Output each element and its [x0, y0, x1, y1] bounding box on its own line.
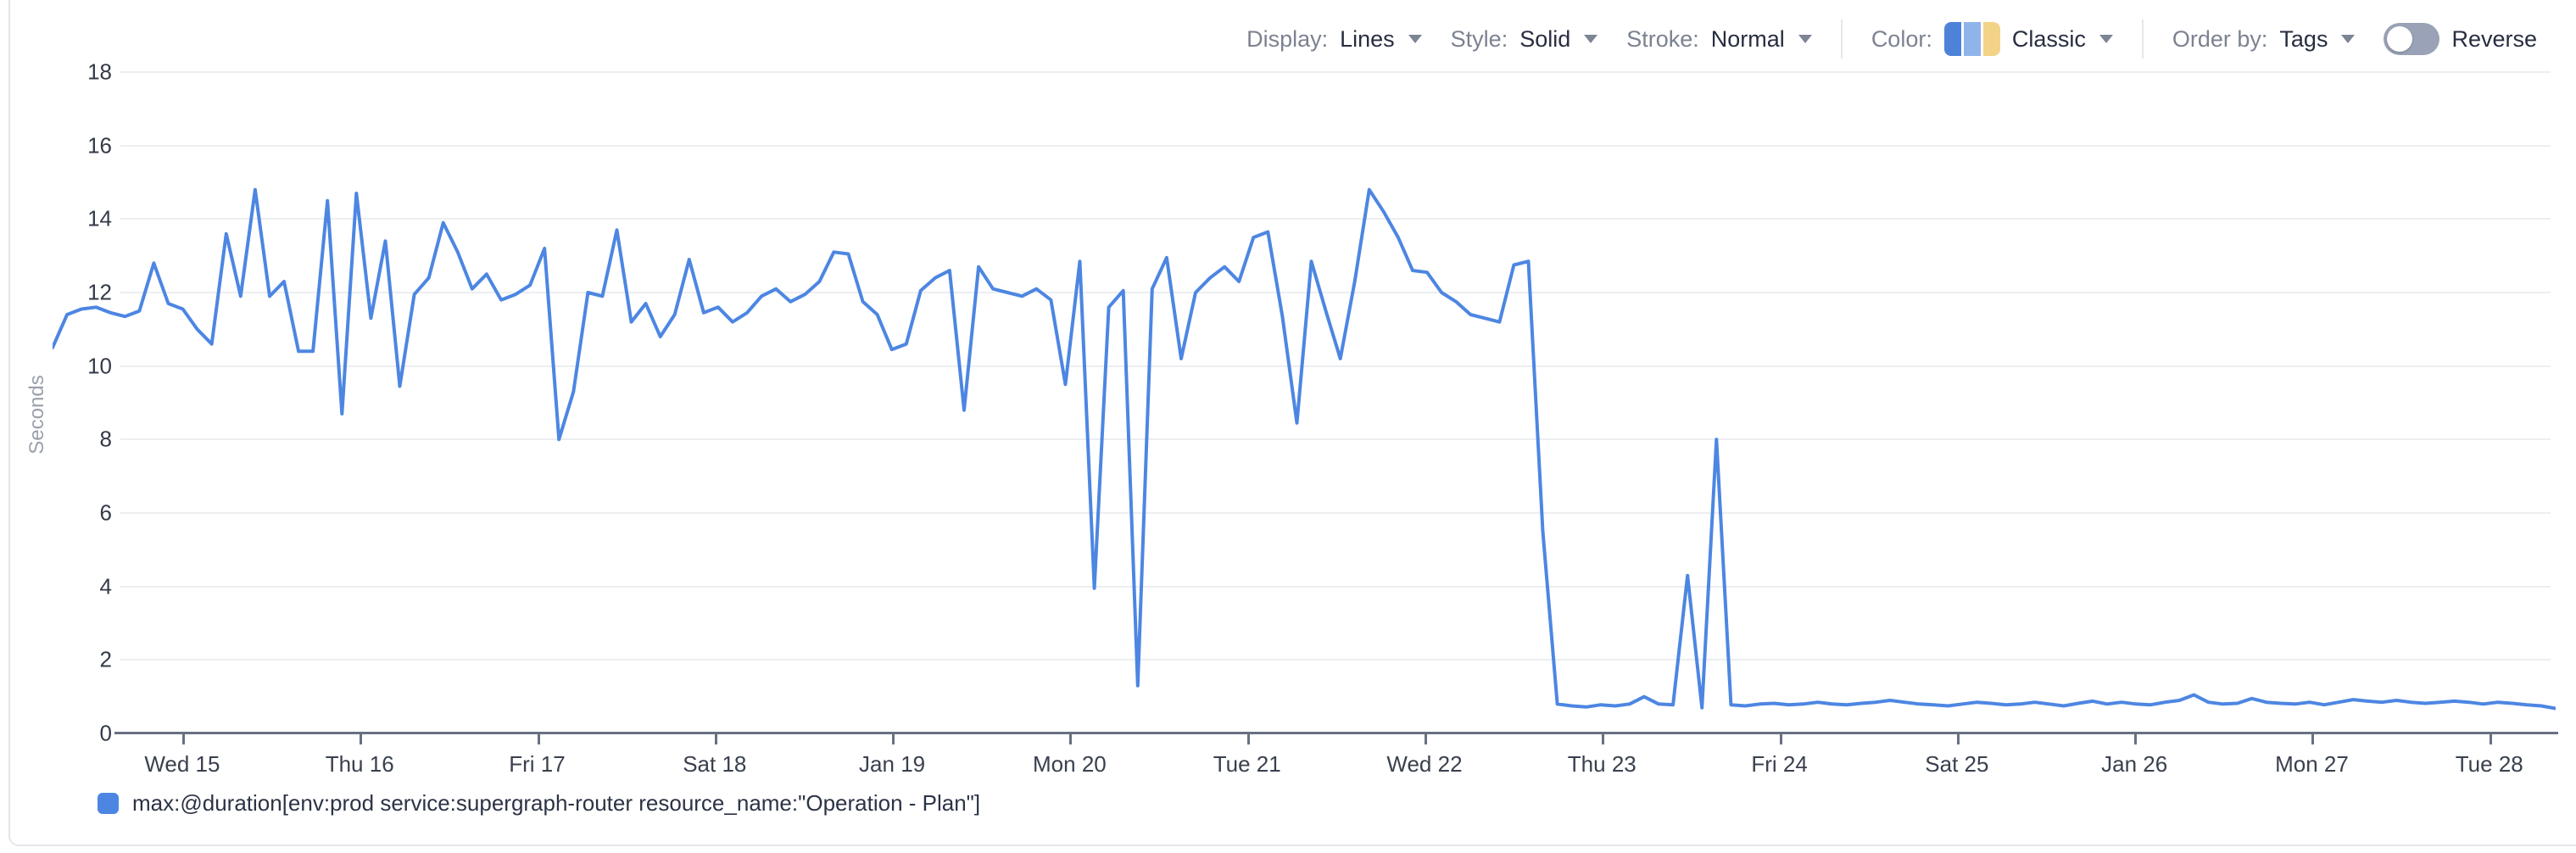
x-axis-tick [181, 734, 185, 744]
gridline [120, 438, 2551, 441]
x-axis-label: Mon 27 [2275, 751, 2349, 777]
y-axis-label: 2 [99, 646, 112, 672]
gridline [120, 218, 2551, 220]
x-axis-tick [2489, 734, 2492, 744]
reverse-label: Reverse [2451, 25, 2537, 52]
y-axis-label: 8 [99, 426, 112, 452]
display-value: Lines [1340, 25, 1395, 52]
gridline [120, 585, 2551, 588]
x-axis-label: Tue 28 [2455, 751, 2523, 777]
color-palette-swatch-icon [1943, 22, 2000, 56]
graph-toolbar: Display: Lines Style: Solid Stroke: Norm… [1246, 19, 2537, 59]
x-axis-label: Wed 15 [144, 751, 220, 777]
swatch-segment-2 [1963, 22, 1981, 56]
reverse-toggle[interactable] [2384, 23, 2440, 55]
reverse-group: Reverse [2384, 23, 2537, 55]
toggle-knob [2387, 26, 2413, 52]
x-axis-tick [1424, 734, 1427, 744]
x-axis-tick [537, 734, 540, 744]
x-axis-label: Sat 18 [683, 751, 747, 777]
display-label: Display: [1246, 25, 1329, 52]
legend-color-swatch [98, 793, 119, 814]
color-value: Classic [2011, 25, 2086, 52]
x-axis-line [114, 732, 2558, 734]
order-by-value: Tags [2279, 25, 2328, 52]
x-axis-tick [2134, 734, 2138, 744]
gridline [120, 512, 2551, 514]
legend-item[interactable]: max:@duration[env:prod service:supergrap… [98, 790, 980, 817]
y-axis-label: 0 [99, 720, 112, 746]
display-dropdown[interactable]: Display: Lines [1246, 26, 1422, 53]
x-axis-tick [892, 734, 895, 744]
y-axis-label: 18 [87, 59, 112, 85]
legend-label: max:@duration[env:prod service:supergrap… [132, 790, 981, 816]
y-axis-label: 12 [87, 279, 112, 305]
x-axis-tick [714, 734, 717, 744]
gridline [120, 365, 2551, 367]
y-axis-label: 6 [99, 499, 112, 526]
swatch-segment-1 [1943, 22, 1961, 56]
x-axis-tick [1956, 734, 1960, 744]
y-axis-label: 14 [87, 205, 112, 231]
order-by-label: Order by: [2172, 25, 2268, 52]
x-axis-tick [2311, 734, 2315, 744]
x-axis-tick [1069, 734, 1073, 744]
x-axis-label: Jan 19 [859, 751, 926, 777]
color-dropdown[interactable]: Color: Classic [1871, 22, 2113, 56]
chevron-down-icon [1584, 35, 1598, 43]
stroke-label: Stroke: [1626, 25, 1699, 52]
y-axis-label: 16 [87, 132, 112, 159]
plot-area[interactable] [53, 72, 2556, 733]
color-label: Color: [1871, 25, 1932, 52]
toolbar-divider [1840, 20, 1843, 59]
gridline [120, 659, 2551, 661]
stroke-dropdown[interactable]: Stroke: Normal [1626, 26, 1812, 53]
gridline [120, 71, 2551, 73]
x-axis-tick [360, 734, 363, 744]
style-value: Solid [1519, 25, 1571, 52]
style-dropdown[interactable]: Style: Solid [1451, 26, 1598, 53]
x-axis-label: Fri 17 [509, 751, 566, 777]
x-axis-label: Jan 26 [2101, 751, 2168, 777]
order-by-dropdown[interactable]: Order by: Tags [2172, 26, 2356, 53]
x-axis-label: Mon 20 [1033, 751, 1107, 777]
toolbar-divider [2141, 20, 2144, 59]
y-axis-label: 4 [99, 573, 112, 599]
x-axis-label: Thu 16 [325, 751, 394, 777]
stroke-value: Normal [1710, 25, 1785, 52]
style-label: Style: [1450, 25, 1508, 52]
chevron-down-icon [2341, 35, 2356, 43]
x-axis-tick [1779, 734, 1782, 744]
swatch-segment-3 [1982, 22, 2000, 56]
y-axis-label: 10 [87, 353, 112, 379]
x-axis-tick [1246, 734, 1250, 744]
x-axis-label: Thu 23 [1567, 751, 1636, 777]
series-line [53, 187, 2556, 711]
gridline [120, 144, 2551, 147]
chevron-down-icon [1798, 35, 1812, 43]
x-axis-tick [1602, 734, 1605, 744]
x-axis-label: Wed 22 [1386, 751, 1463, 777]
x-axis-label: Fri 24 [1751, 751, 1808, 777]
x-axis-label: Tue 21 [1213, 751, 1281, 777]
chevron-down-icon [1408, 35, 1422, 43]
chevron-down-icon [2099, 35, 2113, 43]
x-axis-label: Sat 25 [1925, 751, 1989, 777]
gridline [120, 292, 2551, 293]
